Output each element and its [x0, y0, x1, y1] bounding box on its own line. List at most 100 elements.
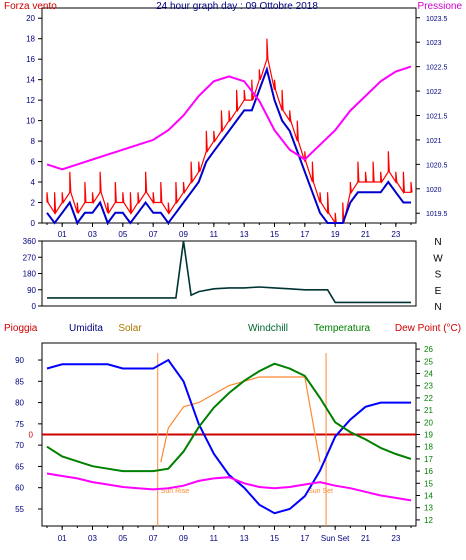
series-wind-direction: [47, 240, 411, 304]
series-label: Temperatura: [314, 323, 371, 334]
temp-tick-label: 15: [424, 479, 433, 488]
compass-label: N: [434, 237, 441, 248]
hum-tick-label: 90: [15, 356, 24, 365]
series-pressure: [46, 65, 412, 171]
x3-tick-label: 21: [361, 534, 370, 543]
plot-area-2: [41, 240, 417, 307]
y-right-tick-label: 1022.5: [426, 65, 448, 72]
dir-tick-label: 180: [23, 270, 37, 279]
temp-tick-label: 12: [424, 516, 433, 525]
y-right-tick-label: 1020: [426, 187, 442, 194]
temp-tick-label: 25: [424, 357, 433, 366]
x3-tick-label: 23: [391, 534, 400, 543]
x3-tick-label: Sun Set: [321, 534, 350, 543]
x3-tick-label: 01: [58, 534, 67, 543]
panel-wind-pressure: 0 2 4 6 8 10 12 14 16 18 20 1019.5 1020 1020.5 1021 102…: [4, 1, 462, 239]
series-humidity: [46, 358, 411, 515]
x-tick-label: 21: [361, 230, 370, 239]
temp-tick-label: 16: [424, 467, 433, 476]
series-dewpoint: [46, 472, 412, 502]
y-left-tick-label: 20: [26, 14, 35, 23]
hum-tick-label: 75: [15, 420, 24, 429]
hum-tick-label: 65: [15, 462, 24, 471]
temp-tick-label: 23: [424, 382, 433, 391]
y-right-tick-label: 1023.5: [426, 16, 448, 23]
compass-label: W: [433, 253, 443, 264]
y-right-tick-label: 1021: [426, 138, 442, 145]
x-tick-label: 09: [179, 230, 188, 239]
x-tick-label: 01: [58, 230, 67, 239]
x-tick-label: 19: [331, 230, 340, 239]
chart-title: 24 hour graph day : 09 Ottobre 2018: [156, 1, 318, 12]
x3-tick-label: 05: [118, 534, 127, 543]
y-right-tick-label: 1020.5: [426, 162, 448, 169]
temp-tick-label: 20: [424, 418, 433, 427]
y-left-tick-label: 0: [31, 219, 36, 228]
x3-tick-label: 15: [270, 534, 279, 543]
x3-tick-label: 17: [300, 534, 309, 543]
dir-tick-label: 0: [32, 302, 37, 311]
y-left-tick-label: 14: [26, 76, 35, 85]
compass-label: N: [434, 302, 441, 313]
x-tick-label: 11: [210, 230, 219, 239]
x-tick-label: 15: [270, 230, 279, 239]
y-right-tick-label: 1019.5: [426, 211, 448, 218]
rain-zero-label: 0: [29, 431, 34, 440]
y-left-tick-label: 8: [31, 137, 36, 146]
x3-tick-label: 03: [88, 534, 97, 543]
x3-tick-label: 11: [210, 534, 219, 543]
rain-label: Pioggia: [4, 323, 38, 334]
y-left-tick-label: 2: [31, 199, 36, 208]
y-left-tick-label: 12: [26, 96, 35, 105]
dir-tick-label: 270: [23, 253, 37, 262]
y-left-tick-label: 18: [26, 35, 35, 44]
x-tick-label: 05: [118, 230, 127, 239]
temp-tick-label: 17: [424, 455, 433, 464]
x3-tick-label: 13: [240, 534, 249, 543]
y-left-tick-label: 6: [31, 158, 36, 167]
x-tick-label: 03: [88, 230, 97, 239]
y-right-tick-label: 1022: [426, 89, 442, 96]
y-right-tick-label: 1023: [426, 40, 442, 47]
series-wind-gust: [46, 66, 411, 226]
temp-tick-label: 13: [424, 504, 433, 513]
temp-tick-label: 21: [424, 406, 433, 415]
x-tick-label: 23: [391, 230, 400, 239]
y-left-tick-label: 4: [31, 178, 36, 187]
y-left-tick-label: 10: [26, 117, 35, 126]
dir-tick-label: 90: [27, 286, 36, 295]
temp-tick-label: 26: [424, 345, 433, 354]
x3-tick-label: 09: [179, 534, 188, 543]
series-label: Dew Point (°C): [395, 323, 461, 334]
compass-label: S: [435, 270, 442, 281]
temp-tick-label: 14: [424, 492, 433, 501]
y-left-tick-label: 16: [26, 55, 35, 64]
series-solar: [160, 376, 321, 463]
sunset-label: Sun Set: [308, 488, 333, 495]
hum-tick-label: 60: [15, 484, 24, 493]
series-label: Solar: [118, 323, 142, 334]
hum-tick-label: 70: [15, 441, 24, 450]
temp-tick-label: 22: [424, 394, 433, 403]
series-label: Windchill: [248, 323, 288, 334]
compass-label: E: [435, 286, 442, 297]
x-tick-label: 07: [149, 230, 158, 239]
x-tick-label: 13: [240, 230, 249, 239]
dir-tick-label: 360: [23, 237, 37, 246]
hum-tick-label: 55: [15, 505, 24, 514]
temp-tick-label: 24: [424, 370, 433, 379]
temp-tick-label: 18: [424, 443, 433, 452]
series-label: Umidita: [69, 323, 103, 334]
series-temperature: [46, 362, 412, 473]
temp-tick-label: 19: [424, 431, 433, 440]
panel-temperature-humidity: 55 60 65 70 75 80 85 90 12 13 14 15 16 17 18 19 20 21 22 23…: [4, 323, 461, 543]
x3-tick-label: 07: [149, 534, 158, 543]
left-axis-label: Forza vento: [4, 1, 57, 12]
hum-tick-label: 85: [15, 377, 24, 386]
right-axis-label: Pressione: [418, 1, 463, 12]
x-tick-label: 17: [300, 230, 309, 239]
hum-tick-label: 80: [15, 399, 24, 408]
